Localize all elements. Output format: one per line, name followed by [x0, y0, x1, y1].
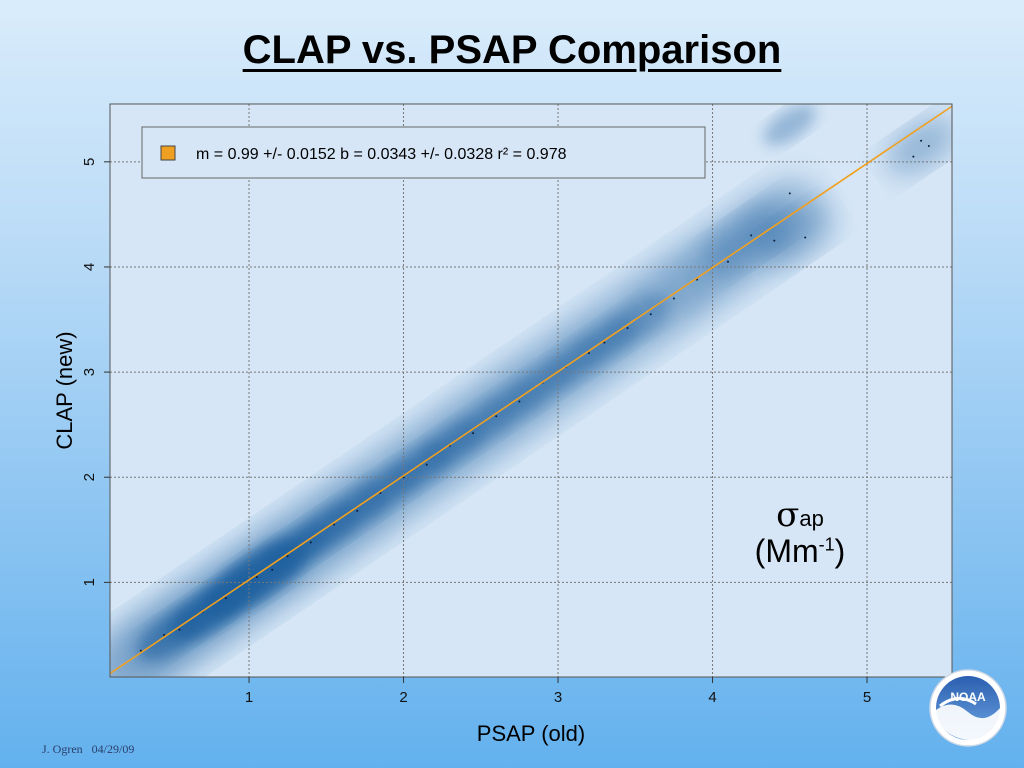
- y-tick-label: 2: [81, 473, 98, 481]
- unit-open: (Mm: [754, 533, 819, 569]
- unit-close: ): [834, 533, 846, 569]
- noaa-logo: NOAA: [929, 669, 1007, 747]
- x-tick-label: 3: [554, 689, 562, 706]
- data-point: [309, 541, 312, 544]
- unit-label: (Mm-1): [740, 533, 860, 570]
- data-point: [255, 576, 258, 579]
- data-point: [178, 628, 181, 631]
- density-blob: [762, 206, 833, 265]
- data-point: [626, 326, 629, 329]
- fit-line: [109, 105, 953, 675]
- x-tick-label: 2: [399, 689, 407, 706]
- density-blob: [175, 584, 246, 639]
- data-point: [804, 236, 807, 239]
- x-axis-label: PSAP (old): [477, 721, 585, 746]
- data-point: [773, 239, 776, 242]
- footer-date: 04/29/09: [91, 742, 135, 756]
- data-point: [788, 192, 791, 195]
- data-point: [587, 352, 590, 355]
- data-point: [649, 313, 652, 316]
- data-point: [286, 555, 289, 558]
- data-point: [163, 633, 166, 636]
- data-point: [518, 400, 521, 403]
- data-point: [271, 568, 274, 571]
- density-blob: [763, 104, 816, 146]
- data-point: [495, 415, 498, 418]
- legend-box: [141, 126, 706, 179]
- y-tick-label: 5: [81, 158, 98, 166]
- slide-title: CLAP vs. PSAP Comparison: [242, 28, 782, 72]
- data-point: [333, 523, 336, 526]
- density-blob: [886, 118, 952, 174]
- sigma-symbol: σ: [776, 495, 800, 535]
- data-point: [356, 509, 359, 512]
- sigma-ap-annotation: σap (Mm-1): [740, 495, 860, 570]
- data-point: [920, 139, 923, 142]
- footer: J. Ogren 04/29/09: [42, 742, 140, 757]
- legend-swatch: [160, 145, 176, 161]
- data-point: [726, 260, 729, 263]
- y-tick-label: 3: [81, 368, 98, 376]
- sigma-subscript: ap: [799, 506, 824, 531]
- data-point: [672, 297, 675, 300]
- y-tick-label: 1: [81, 578, 98, 586]
- y-tick-label: 4: [81, 263, 98, 271]
- unit-exponent: -1: [818, 534, 835, 555]
- x-tick-label: 1: [245, 689, 253, 706]
- data-point: [425, 463, 428, 466]
- legend-label: m = 0.99 +/- 0.0152 b = 0.0343 +/- 0.032…: [196, 146, 567, 163]
- y-axis-label: CLAP (new): [52, 331, 77, 449]
- x-tick-label: 4: [708, 689, 716, 706]
- data-point: [472, 432, 475, 435]
- data-point: [927, 145, 930, 148]
- footer-author: J. Ogren: [42, 742, 83, 756]
- logo-text: NOAA: [950, 690, 986, 704]
- x-tick-label: 5: [863, 689, 871, 706]
- plot-frame: [109, 103, 953, 678]
- data-point: [912, 155, 915, 158]
- data-point: [139, 649, 142, 652]
- data-point: [750, 234, 753, 237]
- data-point: [603, 341, 606, 344]
- data-point: [224, 597, 227, 600]
